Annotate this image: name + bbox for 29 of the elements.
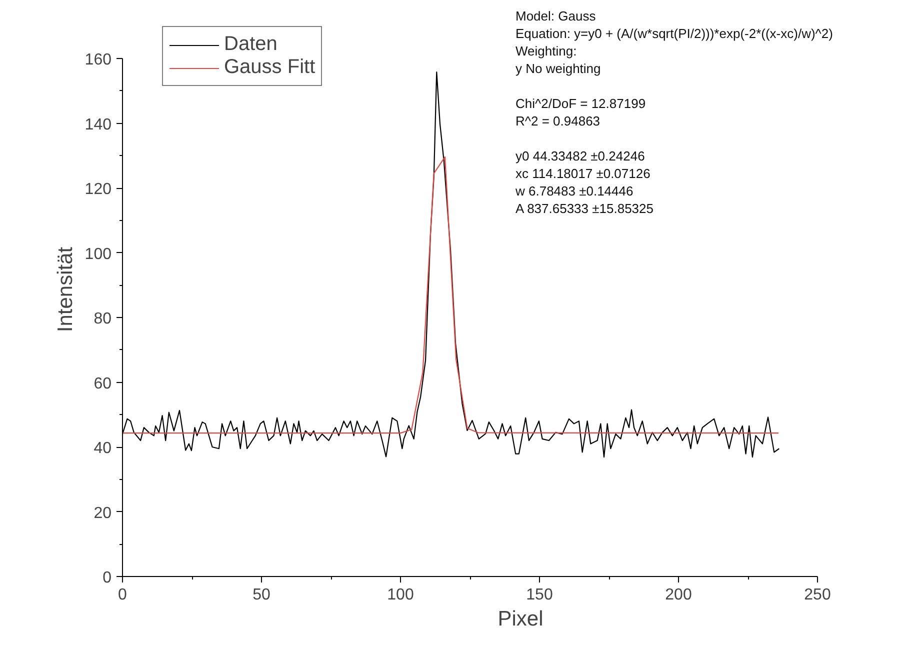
y-tick-label: 140 xyxy=(84,116,112,134)
y-tick-label: 100 xyxy=(84,246,112,263)
x-tick-label: 200 xyxy=(665,586,692,604)
legend-label: Gauss Fitt xyxy=(224,56,316,79)
y-tick-label: 120 xyxy=(84,181,112,198)
x-tick-label: 0 xyxy=(118,586,128,604)
x-axis-title: Pixel xyxy=(498,608,544,630)
y-tick-label: 80 xyxy=(94,310,112,328)
legend-label: Daten xyxy=(224,33,278,56)
y-axis-title: Intensität xyxy=(54,246,77,332)
annotation: A 837.65333 ±15.85325 xyxy=(516,201,654,216)
y-tick-label: 160 xyxy=(84,52,112,68)
y-tick-label: 40 xyxy=(94,440,112,457)
annotation: Chi^2/DoF = 12.87199 xyxy=(516,96,646,111)
y-tick-label: 0 xyxy=(102,570,112,586)
y-tick-label: 20 xyxy=(94,504,112,522)
x-tick-label: 150 xyxy=(526,586,553,604)
x-tick-label: 50 xyxy=(252,586,270,604)
annotation: y0 44.33482 ±0.24246 xyxy=(516,148,645,164)
x-tick-label: 100 xyxy=(387,586,414,604)
text: Equation: y=y0 + (A/(w*sqrt(PI/2)))*exp(-2*((x-xc)/w)^2) xyxy=(516,26,833,41)
annotation: w 6.78483 ±0.14446 xyxy=(514,184,634,198)
x-tick-label: 250 xyxy=(804,586,831,604)
annotation: R^2 = 0.94863 xyxy=(516,114,600,128)
y-tick-label: 60 xyxy=(94,375,112,392)
text: Model: Gauss xyxy=(516,8,596,24)
annotation: y No weighting xyxy=(516,61,601,76)
text: Weighting: xyxy=(516,44,577,58)
annotation: xc 114.18017 ±0.07126 xyxy=(516,166,650,181)
